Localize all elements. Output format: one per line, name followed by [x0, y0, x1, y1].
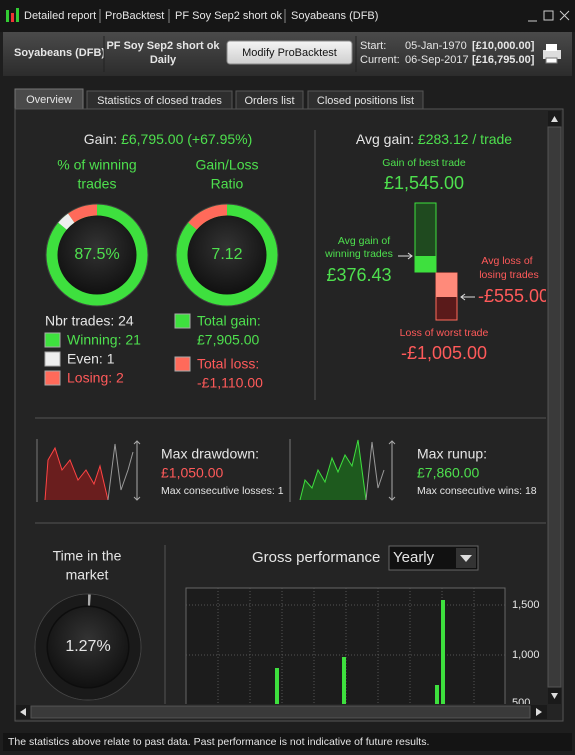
total-loss-label: Total loss:: [197, 356, 259, 372]
panel-content: Gain: £6,795.00 (+67.95%) % of winning t…: [34, 130, 549, 709]
ratio-title: Gain/Loss: [195, 157, 258, 173]
avg-loss-value: -£555.00: [478, 286, 549, 306]
losing-count: Losing: 2: [67, 370, 124, 386]
even-count: Even: 1: [67, 351, 115, 367]
title-item: ProBacktest: [105, 10, 164, 22]
current-date: 06-Sep-2017: [405, 54, 469, 66]
market-title: market: [66, 567, 109, 583]
select-arrow[interactable]: [460, 555, 472, 562]
horizontal-scrollbar[interactable]: [16, 705, 547, 719]
app-icon: [6, 8, 19, 22]
arrow: [460, 293, 475, 301]
avg-loss-label: losing trades: [479, 269, 539, 281]
legend-swatch: [44, 351, 61, 367]
period-select-value[interactable]: Yearly: [393, 549, 435, 566]
ratio-title: Ratio: [211, 176, 244, 192]
best-label: Gain of best trade: [382, 157, 466, 169]
market-title: Time in the: [53, 548, 122, 564]
system-name: PF Soy Sep2 short ok: [106, 40, 220, 52]
instrument: Soyabeans (DFB): [14, 47, 105, 59]
gain-label: Gain:: [84, 131, 117, 147]
runup-chart: [289, 439, 396, 502]
avg-loss-bar: [436, 273, 457, 297]
disclaimer: The statistics above relate to past data…: [8, 736, 429, 748]
avg-win-label: winning trades: [324, 248, 393, 260]
avg-loss-label: Avg loss of: [481, 255, 532, 267]
performance-title: Gross performance: [252, 549, 380, 566]
arrow: [398, 252, 413, 260]
y-tick-label: 500: [512, 697, 530, 709]
start-date: 05-Jan-1970: [405, 40, 467, 52]
market-value: 1.27%: [65, 638, 110, 655]
performance-bars: [275, 600, 445, 704]
runup-label: Max runup:: [417, 446, 487, 462]
title-bar: [0, 0, 575, 32]
modify-button-label[interactable]: Modify ProBacktest: [242, 47, 337, 59]
period: Daily: [150, 54, 177, 66]
total-gain: £7,905.00: [197, 332, 259, 348]
trade-count: Nbr trades: 24: [45, 313, 134, 329]
performance-grid: [185, 587, 506, 704]
ratio-donut: [175, 203, 279, 307]
title-item: Soyabeans (DFB): [291, 10, 378, 22]
runup-sub: Max consecutive wins: 18: [417, 485, 537, 497]
winning-title: % of winning: [57, 157, 136, 173]
gain-value: £6,795.00 (+67.95%): [121, 131, 252, 147]
start-label: Start:: [360, 40, 386, 52]
winning-donut: [45, 203, 149, 307]
legend-swatch: [44, 370, 61, 386]
y-tick-label: 1,500: [512, 599, 540, 611]
ratio-value: 7.12: [211, 246, 242, 263]
drawdown-value: £1,050.00: [161, 465, 223, 481]
title-item: Detailed report: [24, 10, 96, 22]
gain: Gain: £6,795.00 (+67.95%): [84, 131, 253, 147]
tab-label[interactable]: Statistics of closed trades: [97, 95, 222, 107]
tab-label[interactable]: Orders list: [244, 95, 294, 107]
best-value: £1,545.00: [384, 173, 464, 193]
print-icon[interactable]: [543, 44, 561, 64]
current-capital: [£16,795.00]: [472, 54, 535, 66]
legend-swatch: [174, 356, 191, 372]
start-capital: [£10,000.00]: [472, 40, 535, 52]
market-donut: [34, 593, 142, 701]
worst-value: -£1,005.00: [401, 343, 487, 363]
current-label: Current:: [360, 54, 400, 66]
runup-value: £7,860.00: [417, 465, 479, 481]
drawdown-chart: [36, 439, 141, 502]
avg-win-label: Avg gain of: [338, 235, 390, 247]
total-loss: -£1,110.00: [197, 375, 263, 391]
drawdown-label: Max drawdown:: [161, 446, 259, 462]
vertical-scrollbar[interactable]: [547, 111, 562, 704]
window-controls[interactable]: [528, 10, 570, 22]
y-tick-label: 1,000: [512, 649, 540, 661]
avg-win-value: £376.43: [326, 265, 391, 285]
modify-button[interactable]: [226, 40, 353, 65]
total-gain-label: Total gain:: [197, 313, 261, 329]
winning-value: 87.5%: [74, 246, 119, 263]
tab-label[interactable]: Closed positions list: [317, 95, 414, 107]
tab-label[interactable]: Overview: [26, 94, 72, 106]
avg-gain-value: £283.12 / trade: [418, 131, 512, 147]
winning-title: trades: [78, 176, 117, 192]
avg-gain: Avg gain: £283.12 / trade: [356, 131, 512, 147]
winning-count: Winning: 21: [67, 332, 141, 348]
drawdown-sub: Max consecutive losses: 1: [161, 485, 284, 497]
legend-swatch: [44, 332, 61, 348]
footer-bar: [3, 733, 572, 751]
avg-gain-label: Avg gain:: [356, 131, 414, 147]
avg-win-bar: [415, 256, 436, 272]
legend-swatch: [174, 313, 191, 329]
title-item: PF Soy Sep2 short ok: [175, 10, 282, 22]
worst-label: Loss of worst trade: [400, 327, 489, 339]
